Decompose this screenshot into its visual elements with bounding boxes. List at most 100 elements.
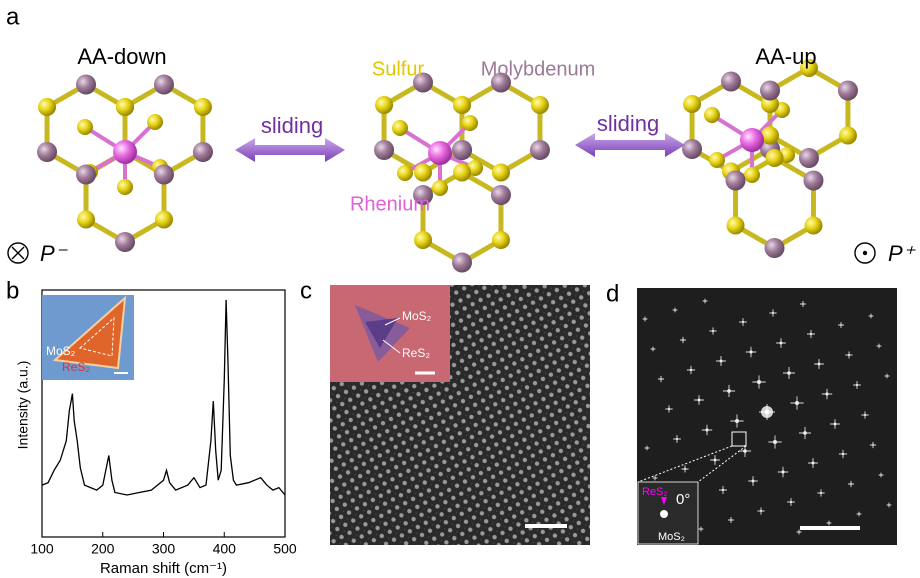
molybdenum-atom xyxy=(452,140,472,160)
sulfur-atom xyxy=(77,211,95,229)
fft-spot xyxy=(886,375,887,376)
atomic-structures xyxy=(37,59,858,273)
fft-center xyxy=(761,406,773,418)
fft-spot xyxy=(850,483,852,485)
fft-spot xyxy=(749,350,752,353)
fft-spot xyxy=(660,378,662,380)
sulfur-atom xyxy=(147,114,163,130)
fft-spot xyxy=(780,342,783,345)
fft-spot xyxy=(646,447,647,448)
x-tick-label: 400 xyxy=(213,541,237,557)
angle-label: 0° xyxy=(676,491,690,508)
fft-spot xyxy=(654,477,655,478)
sulfur-atom xyxy=(704,107,720,123)
fft-spot xyxy=(743,449,747,453)
structure-title: AA-up xyxy=(755,44,816,69)
sulfur-atom xyxy=(77,119,93,135)
sulfur-atom xyxy=(116,98,134,116)
fft-spot xyxy=(690,369,692,371)
sulfur-atom xyxy=(492,164,510,182)
fft-spot xyxy=(787,371,791,375)
arrow-label: sliding xyxy=(597,111,659,136)
fft-spot xyxy=(858,513,859,514)
panel-label: a xyxy=(6,3,20,30)
sulfur-atom xyxy=(766,149,784,167)
molybdenum-atom xyxy=(193,142,213,162)
fft-spot xyxy=(834,423,837,426)
molybdenum-atom xyxy=(803,171,823,191)
fft-spot xyxy=(818,363,821,366)
sulfur-atom xyxy=(453,96,471,114)
molybdenum-atom xyxy=(682,139,702,159)
molybdenum-atom xyxy=(76,165,96,185)
sulfur-atom xyxy=(683,95,701,113)
fft-spot xyxy=(705,428,708,431)
panel-label: c xyxy=(300,277,312,304)
fft-spot xyxy=(652,348,653,349)
molybdenum-atom xyxy=(37,142,57,162)
sulfur-atom xyxy=(194,98,212,116)
sulfur-atom xyxy=(709,152,725,168)
molybdenum-atom xyxy=(154,75,174,95)
atom-label: Molybdenum xyxy=(481,58,596,80)
hrtem-image xyxy=(330,285,590,545)
sulfur-atom xyxy=(462,115,478,131)
inset-label: ReS₂ xyxy=(402,346,430,360)
molybdenum-atom xyxy=(452,253,472,273)
polarization-label: P⁻ xyxy=(40,241,69,266)
fft-spot xyxy=(781,470,784,473)
sulfur-atom xyxy=(375,96,393,114)
fft-spot xyxy=(730,519,732,521)
arrow-label: sliding xyxy=(261,113,323,138)
fft-spot xyxy=(682,339,684,341)
sulfur-atom xyxy=(531,96,549,114)
polarization-label: P⁺ xyxy=(888,241,917,266)
fft-spot xyxy=(798,531,799,532)
sulfur-atom xyxy=(414,164,432,182)
sulfur-atom xyxy=(839,127,857,145)
sulfur-atom xyxy=(38,98,56,116)
sulfur-atom xyxy=(397,165,413,181)
molybdenum-atom xyxy=(726,171,746,191)
molybdenum-atom xyxy=(530,140,550,160)
inset-label: ReS₂ xyxy=(642,486,668,498)
sulfur-atom xyxy=(392,120,408,136)
molybdenum-atom xyxy=(76,75,96,95)
fft-spot xyxy=(757,380,761,384)
inset-label: MoS₂ xyxy=(46,344,76,358)
fft-spot xyxy=(773,440,777,444)
atom-label: Rhenium xyxy=(350,193,430,215)
inset-label: MoS₂ xyxy=(402,309,432,323)
x-tick-label: 200 xyxy=(91,541,115,557)
fft-spot xyxy=(704,300,705,301)
polarization-up-icon xyxy=(855,243,875,263)
inset-label: ReS₂ xyxy=(62,360,90,374)
sulfur-atom xyxy=(453,164,471,182)
molybdenum-atom xyxy=(721,72,741,92)
fft-spot xyxy=(880,474,881,475)
fft-spot xyxy=(644,318,645,319)
fft-spot xyxy=(684,468,686,470)
fft-spot xyxy=(790,501,792,503)
fft-spot xyxy=(825,392,828,395)
molybdenum-atom xyxy=(765,238,785,258)
figure: a b c d AA-down AA-up Sulfur Molybdenum … xyxy=(0,0,920,578)
fft-spot xyxy=(878,345,879,346)
fft-spot xyxy=(856,384,858,386)
rhenium-atom xyxy=(113,140,137,164)
fft-spot xyxy=(700,528,701,529)
x-axis-label: Raman shift (cm⁻¹) xyxy=(100,560,227,577)
x-tick-label: 500 xyxy=(273,541,297,557)
fft-spot xyxy=(772,312,774,314)
fft-spot xyxy=(820,492,822,494)
fft-spot xyxy=(712,330,714,332)
sulfur-atom xyxy=(155,211,173,229)
molybdenum-atom xyxy=(374,140,394,160)
fft-spot xyxy=(735,419,739,423)
x-tick-label: 300 xyxy=(152,541,176,557)
sulfur-atom xyxy=(414,231,432,249)
molybdenum-atom xyxy=(491,185,511,205)
fft-spot xyxy=(864,414,866,416)
fft-spot xyxy=(714,459,717,462)
structure-title: AA-down xyxy=(77,44,166,69)
